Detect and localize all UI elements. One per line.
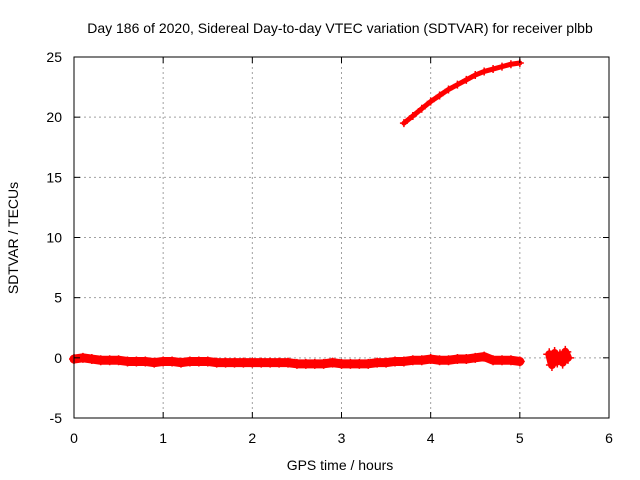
data-point (149, 357, 160, 368)
data-point (345, 358, 356, 369)
data-point (354, 358, 365, 369)
y-tick-label: 0 (54, 350, 62, 366)
data-point (461, 354, 472, 365)
data-point (184, 356, 195, 367)
y-tick-label: 15 (46, 169, 62, 185)
data-point (488, 355, 499, 366)
data-point (452, 354, 463, 365)
data-point (426, 97, 435, 106)
data-point (514, 356, 525, 367)
data-point (220, 357, 231, 368)
x-tick-label: 2 (248, 430, 256, 446)
data-point (489, 65, 498, 74)
data-point (462, 75, 471, 84)
data-point (291, 358, 302, 369)
data-point (256, 357, 267, 368)
y-tick-label: 20 (46, 109, 62, 125)
data-point (381, 357, 392, 368)
data-point (398, 356, 409, 367)
data-point (95, 355, 106, 366)
y-axis-title: SDTVAR / TECUs (5, 182, 21, 294)
data-point (336, 358, 347, 369)
data-point (229, 357, 240, 368)
data-point (193, 356, 204, 367)
y-tick-label: 5 (54, 290, 62, 306)
x-tick-label: 1 (159, 430, 167, 446)
data-point (498, 62, 506, 71)
data-point (548, 347, 561, 360)
data-point (363, 358, 374, 369)
data-point (444, 85, 453, 94)
x-axis-title: GPS time / hours (287, 457, 394, 473)
data-point (417, 104, 426, 113)
data-point (211, 357, 222, 368)
data-point (497, 355, 507, 366)
data-point (505, 355, 516, 366)
data-point (327, 357, 338, 368)
data-point (479, 351, 490, 362)
data-point (283, 357, 293, 368)
data-point (556, 356, 569, 369)
data-point (443, 355, 454, 366)
data-point (238, 357, 249, 368)
x-tick-label: 6 (605, 430, 613, 446)
axes (73, 56, 610, 419)
data-point (551, 355, 564, 368)
series-late-cluster (543, 345, 574, 372)
data-point (372, 357, 383, 368)
data-point (506, 60, 515, 69)
data-point (435, 91, 444, 100)
chart-title: Day 186 of 2020, Sidereal Day-to-day VTE… (87, 20, 593, 36)
y-tick-label: 10 (46, 230, 62, 246)
data-point (274, 357, 285, 368)
tick-labels: 0 1 2 3 4 5 6 -5 0 5 10 15 20 25 (46, 49, 613, 446)
data-point (131, 356, 142, 367)
data-point (559, 345, 572, 358)
data-point (543, 348, 556, 361)
data-point (140, 356, 151, 367)
data-point (167, 356, 178, 367)
data-point (416, 355, 427, 366)
y-tick-label: -5 (50, 410, 63, 426)
data-point (202, 356, 213, 367)
data-point (318, 358, 329, 369)
data-point (122, 356, 133, 367)
data-point (480, 67, 489, 76)
data-point (407, 355, 418, 366)
data-point (408, 111, 417, 120)
data-point (309, 358, 320, 369)
x-tick-label: 4 (427, 430, 435, 446)
data-point (265, 357, 276, 368)
data-point (561, 351, 574, 364)
data-point (434, 355, 445, 366)
data-point (390, 356, 400, 367)
x-tick-label: 5 (516, 430, 524, 446)
data-point (399, 119, 408, 128)
x-tick-label: 3 (338, 430, 346, 446)
data-point (113, 355, 124, 366)
data-point (158, 356, 169, 367)
data-point (425, 354, 436, 365)
data-point (104, 355, 115, 366)
data-point (453, 80, 462, 89)
data-point (86, 354, 97, 365)
series-main-band (69, 351, 525, 369)
data-point (176, 357, 186, 368)
data-point (300, 358, 311, 369)
data-point (247, 357, 258, 368)
data-point (470, 352, 481, 363)
y-tick-label: 25 (46, 49, 62, 65)
data-point (471, 71, 480, 80)
x-tick-label: 0 (70, 430, 78, 446)
